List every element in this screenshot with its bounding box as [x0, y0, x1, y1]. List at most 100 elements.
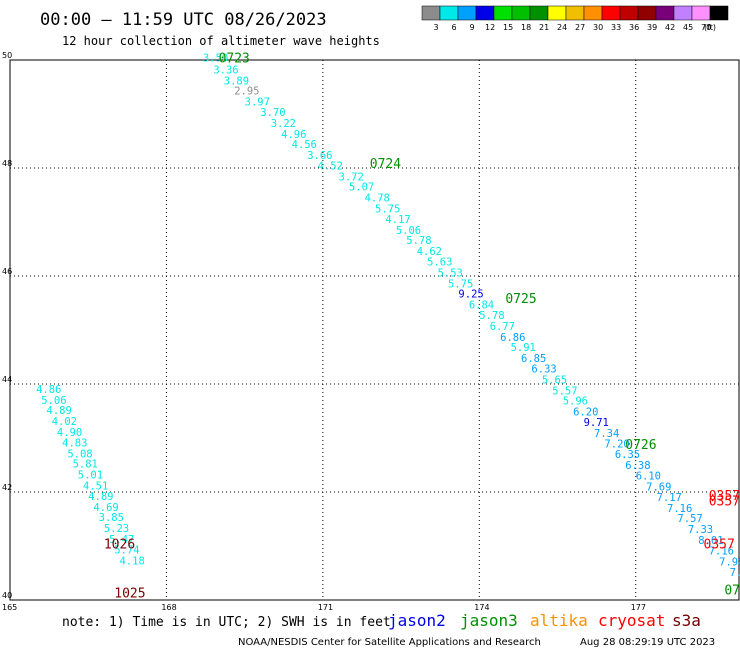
swh-value-label: 3.50 [203, 53, 228, 65]
swh-value-label: 3.66 [307, 150, 332, 162]
legend-swatch [493, 5, 513, 21]
swh-value-label: 5.75 [375, 203, 400, 215]
swh-value-label: 5.65 [542, 374, 567, 386]
swh-value-label: 4.51 [83, 480, 108, 492]
swh-value-label: 6.10 [636, 471, 661, 483]
swh-value-label: 5.23 [104, 523, 129, 535]
swh-value-label: 6.85 [521, 353, 546, 365]
swh-value-label: 3.85 [99, 512, 124, 524]
y-tick-label: 42 [2, 483, 12, 492]
legend-swatch [565, 5, 585, 21]
y-tick-label: 50 [2, 51, 12, 60]
legend-bin-label: 3 [434, 23, 439, 32]
swh-value-label: 2.95 [234, 86, 259, 98]
legend-bin-label: 18 [521, 23, 531, 32]
swh-value-label: 7.61 [730, 567, 740, 579]
satellite-name-label: s3a [672, 611, 701, 630]
legend-bin-label: 36 [629, 23, 639, 32]
swh-value-label: 7.16 [667, 503, 692, 515]
swh-value-label: 4.18 [120, 555, 145, 567]
swh-value-label: 4.86 [36, 384, 61, 396]
swh-value-label: 5.63 [427, 257, 452, 269]
satellite-name-label: cryosat [598, 611, 665, 630]
credit-text: NOAA/NESDIS Center for Satellite Applica… [238, 637, 541, 648]
swh-value-label: 5.47 [109, 534, 134, 546]
legend-bin-label: 45 [683, 23, 693, 32]
color-legend: 3 6 9 12 15 18 21 24 27 30 33 36 39 42 45 70(ft) [421, 5, 729, 32]
swh-value-label: 5.81 [73, 459, 98, 471]
chart-footer: note: 1) Time is in UTC; 2) SWH is in fe… [62, 611, 715, 648]
swh-value-label: 4.02 [52, 416, 77, 428]
swh-value-label: 5.74 [114, 545, 139, 557]
swh-value-label: 5.06 [396, 225, 421, 237]
swh-value-label: 8.01 [698, 535, 723, 547]
swh-value-label: 3.89 [224, 75, 249, 87]
pass-time-label: 0357 [704, 538, 735, 553]
swh-value-label: 5.91 [511, 342, 536, 354]
swh-value-label: 5.78 [406, 235, 431, 247]
legend-swatch [601, 5, 621, 21]
legend-swatch [475, 5, 495, 21]
pass-time-label: 0357 [709, 489, 740, 504]
legend-bin-label: 12 [485, 23, 495, 32]
swh-value-label: 9.25 [458, 289, 483, 301]
swh-value-label: 5.53 [438, 268, 463, 280]
legend-bin-label: 21 [539, 23, 549, 32]
swh-value-label: 3.36 [213, 65, 238, 77]
legend-swatch [421, 5, 441, 21]
chart-subtitle: 12 hour collection of altimeter wave hei… [62, 34, 380, 48]
swh-value-label: 3.97 [245, 96, 270, 108]
swh-value-label: 5.96 [563, 396, 588, 408]
legend-bin-label: 27 [575, 23, 585, 32]
legend-swatch [511, 5, 531, 21]
legend-swatch [673, 5, 693, 21]
swh-value-label: 5.01 [78, 470, 103, 482]
timestamp-text: Aug 28 08:29:19 UTC 2023 [580, 637, 715, 648]
legend-bin-label: 15 [503, 23, 513, 32]
swh-value-label: 6.20 [573, 406, 598, 418]
x-tick-label: 168 [161, 603, 176, 612]
pass-time-label: 0723 [219, 52, 250, 67]
swh-value-label: 7.17 [657, 492, 682, 504]
y-tick-label: 40 [2, 591, 12, 600]
legend-swatch [439, 5, 459, 21]
legend-bin-label: 42 [665, 23, 675, 32]
legend-bin-label: 33 [611, 23, 621, 32]
legend-bin-label: 70 [701, 23, 711, 32]
legend-swatch [529, 5, 549, 21]
pass-time-label: 1025 [114, 586, 145, 601]
plot-area: 50 48 46 44 42 40 165 168 171 174 177 3.503.363.892… [2, 51, 740, 612]
y-tick-label: 48 [2, 159, 12, 168]
swh-value-label: 7.69 [646, 481, 671, 493]
satellite-legend: jason2 jason3 altika cryosat s3a [388, 611, 701, 630]
swh-value-label: 6.33 [531, 364, 556, 376]
x-tick-label: 165 [2, 603, 17, 612]
swh-value-label: 7.57 [677, 513, 702, 525]
swh-value-label: 4.62 [417, 246, 442, 258]
legend-swatch [619, 5, 639, 21]
legend-swatch [655, 5, 675, 21]
swh-value-label: 4.90 [57, 427, 82, 439]
legend-swatch [583, 5, 603, 21]
pass-time-label: 0724 [370, 157, 401, 172]
pass-time-label: 072 [724, 584, 740, 599]
satellite-name-label: jason3 [460, 611, 518, 630]
swh-value-label: 4.83 [62, 438, 87, 450]
swh-value-label: 4.96 [281, 129, 306, 141]
swh-value-label: 3.22 [271, 118, 296, 130]
legend-swatch [457, 5, 477, 21]
pass-time-label: 0725 [505, 292, 536, 307]
satellite-name-label: jason2 [388, 611, 446, 630]
pass-time-label: 1026 [104, 538, 135, 553]
swh-value-label: 9.71 [584, 417, 609, 429]
swh-value-label: 3.72 [339, 171, 364, 183]
swh-value-label: 5.78 [479, 310, 504, 322]
chart-title: 00:00 – 11:59 UTC 08/26/2023 [40, 10, 327, 30]
swh-value-label: 7.34 [594, 428, 619, 440]
legend-bin-label: 39 [647, 23, 657, 32]
legend-unit-label: (ft) [704, 23, 716, 32]
legend-swatch [547, 5, 567, 21]
units-note: note: 1) Time is in UTC; 2) SWH is in fe… [62, 615, 391, 630]
swh-value-label: 5.57 [552, 385, 577, 397]
swh-value-label: 7.16 [709, 546, 734, 558]
